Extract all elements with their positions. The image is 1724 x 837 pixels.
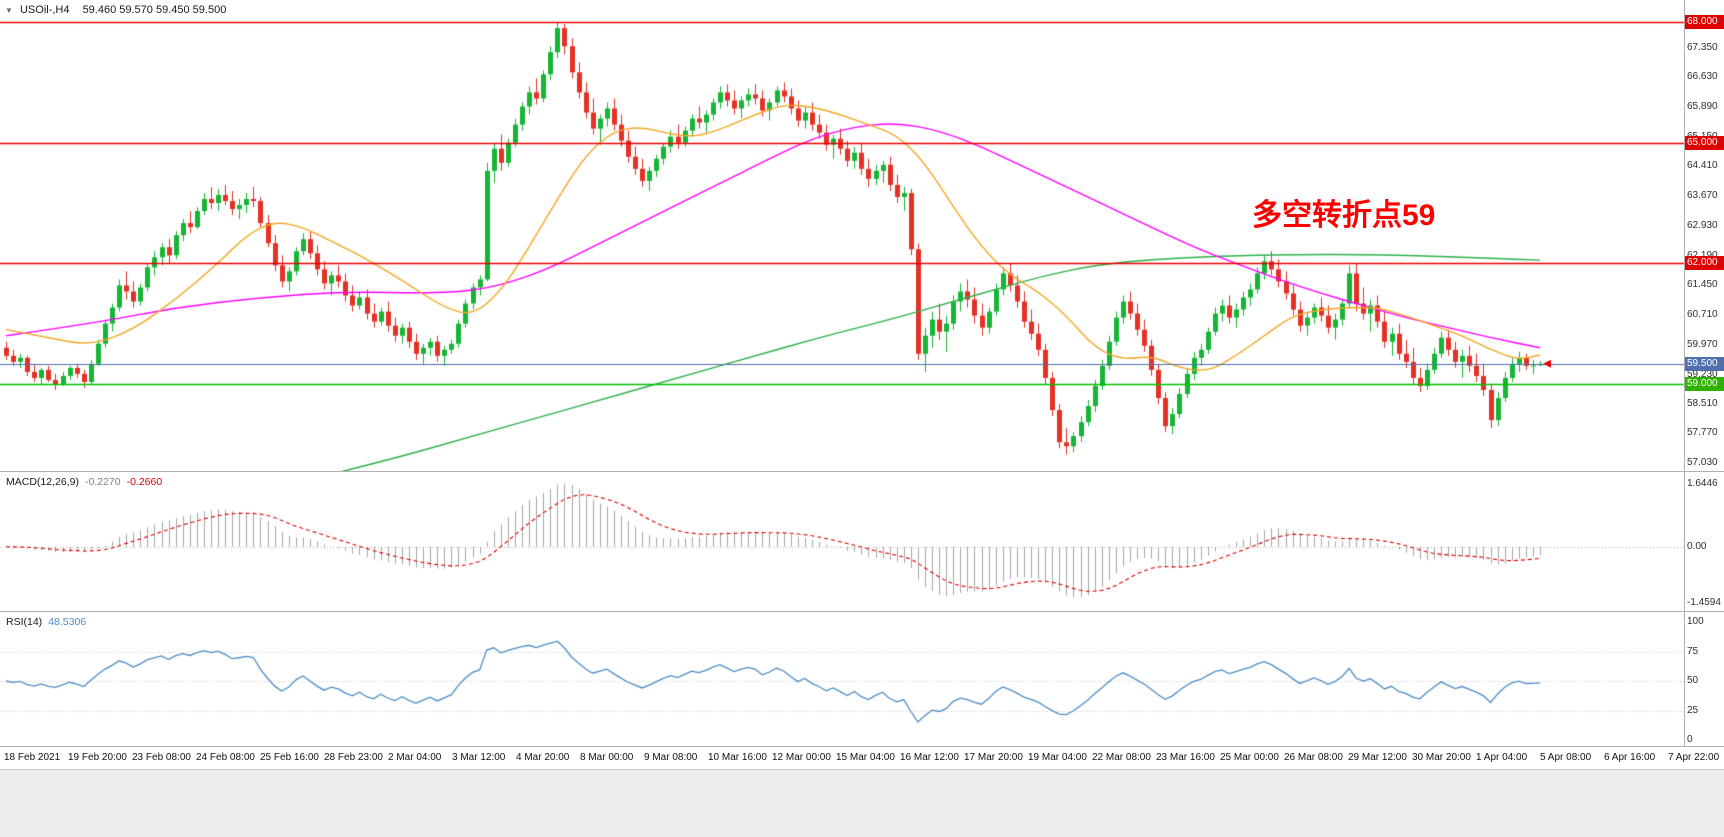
macd-canvas[interactable]: [0, 472, 1684, 612]
time-axis-label: 6 Apr 16:00: [1604, 752, 1656, 763]
price-axis-label: 58.510: [1687, 397, 1718, 409]
price-axis-label: 57.770: [1687, 427, 1718, 439]
time-axis-label: 8 Mar 00:00: [580, 752, 634, 763]
time-axis-label: 16 Mar 12:00: [900, 752, 959, 763]
time-axis-label: 26 Mar 08:00: [1284, 752, 1343, 763]
rsi-axis-label: 25: [1687, 704, 1699, 716]
time-axis-label: 7 Apr 22:00: [1668, 752, 1720, 763]
macd-axis-label: 1.6446: [1687, 477, 1718, 489]
rsi-label: RSI(14) 48.5306: [6, 616, 86, 628]
price-axis-label: 62.190: [1687, 249, 1718, 261]
axis-separator: [1684, 0, 1685, 747]
time-axis-label: 18 Feb 2021: [4, 752, 61, 763]
ohlc-values: 59.460 59.570 59.450 59.500: [82, 4, 227, 16]
price-axis-label: 63.670: [1687, 190, 1718, 202]
time-axis-label: 15 Mar 04:00: [836, 752, 895, 763]
time-axis-label: 25 Mar 00:00: [1220, 752, 1279, 763]
macd-label: MACD(12,26,9) -0.2270 -0.2660: [6, 476, 162, 488]
price-axis-label: 61.450: [1687, 279, 1718, 291]
price-tag-red: 68.000: [1684, 15, 1724, 30]
price-axis: 67.35066.63065.89065.15064.41063.67062.9…: [1684, 0, 1724, 472]
time-axis-label: 3 Mar 12:00: [452, 752, 506, 763]
price-axis-label: 62.930: [1687, 219, 1718, 231]
price-tag-green: 59.000: [1684, 376, 1724, 391]
price-axis-label: 59.230: [1687, 368, 1718, 380]
macd-panel: MACD(12,26,9) -0.2270 -0.2660: [0, 472, 1684, 612]
main-chart-canvas[interactable]: [0, 0, 1684, 472]
macd-axis-label: -1.4594: [1687, 596, 1721, 608]
time-axis-label: 5 Apr 08:00: [1540, 752, 1592, 763]
rsi-panel: RSI(14) 48.5306: [0, 612, 1684, 747]
time-axis-label: 19 Feb 20:00: [68, 752, 127, 763]
time-axis-label: 9 Mar 08:00: [644, 752, 698, 763]
time-axis-label: 23 Feb 08:00: [132, 752, 191, 763]
rsi-axis-label: 0: [1687, 734, 1693, 745]
symbol-timeframe-label: USOil-,H4: [19, 4, 70, 16]
macd-signal-value: -0.2660: [126, 476, 163, 488]
price-axis-label: 60.710: [1687, 309, 1718, 321]
price-axis-label: 64.410: [1687, 160, 1718, 172]
price-tag-blue: 59.500: [1684, 356, 1724, 371]
window-background: [0, 769, 1724, 837]
time-axis-label: 29 Mar 12:00: [1348, 752, 1407, 763]
rsi-indicator-name: RSI(14): [6, 616, 43, 628]
chart-header: ▼ USOil-,H4 59.460 59.570 59.450 59.500: [5, 4, 226, 16]
time-axis-label: 10 Mar 16:00: [708, 752, 767, 763]
rsi-axis-label: 75: [1687, 645, 1699, 657]
panel-separator: [0, 746, 1724, 747]
time-axis-label: 23 Mar 16:00: [1156, 752, 1215, 763]
price-axis-label: 66.630: [1687, 71, 1718, 83]
panel-separator: [0, 471, 1724, 472]
price-tag-red: 62.000: [1684, 256, 1724, 271]
price-axis-label: 59.970: [1687, 338, 1718, 350]
rsi-value: 48.5306: [48, 616, 87, 628]
price-axis-label: 57.030: [1687, 457, 1718, 469]
rsi-axis: 100 75 50 25 0: [1684, 612, 1724, 747]
time-axis-label: 28 Feb 23:00: [324, 752, 383, 763]
price-tag-red: 65.000: [1684, 135, 1724, 150]
panel-separator: [0, 611, 1724, 612]
price-axis-label: 67.350: [1687, 42, 1718, 54]
time-axis-label: 25 Feb 16:00: [260, 752, 319, 763]
time-axis-label: 17 Mar 20:00: [964, 752, 1023, 763]
time-axis-label: 24 Feb 08:00: [196, 752, 255, 763]
time-axis-label: 19 Mar 04:00: [1028, 752, 1087, 763]
rsi-axis-label: 100: [1687, 616, 1704, 627]
chinese-annotation-text: 多空转折点59: [1252, 199, 1436, 232]
rsi-axis-label: 50: [1687, 675, 1699, 686]
time-axis-label: 4 Mar 20:00: [516, 752, 570, 763]
time-axis-label: 12 Mar 00:00: [772, 752, 831, 763]
collapse-arrow-icon[interactable]: ▼: [5, 6, 13, 15]
rsi-canvas[interactable]: [0, 612, 1684, 747]
main-chart-panel: ▼ USOil-,H4 59.460 59.570 59.450 59.500 …: [0, 0, 1684, 472]
time-axis-label: 2 Mar 04:00: [388, 752, 442, 763]
time-axis-label: 1 Apr 04:00: [1476, 752, 1528, 763]
time-axis-label: 22 Mar 08:00: [1092, 752, 1151, 763]
macd-main-value: -0.2270: [84, 476, 121, 488]
time-axis-label: 30 Mar 20:00: [1412, 752, 1471, 763]
macd-axis-label: 0.00: [1687, 540, 1707, 552]
time-axis[interactable]: 18 Feb 2021 19 Feb 20:00 23 Feb 08:00 24 Fe…: [0, 747, 1724, 769]
price-axis-label: 65.890: [1687, 100, 1718, 112]
macd-indicator-name: MACD(12,26,9): [6, 476, 79, 488]
macd-axis: 1.6446 0.00 -1.4594: [1684, 472, 1724, 612]
